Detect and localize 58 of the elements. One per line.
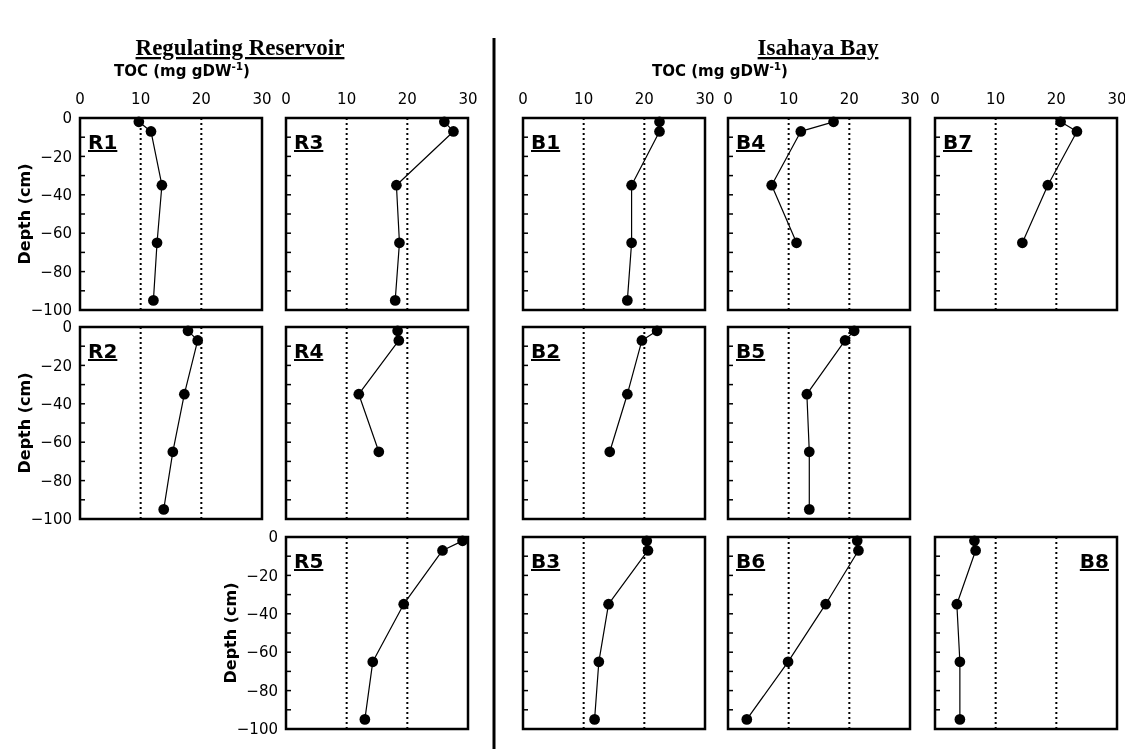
text: B7 — [943, 130, 973, 154]
x-tick-label: 0 — [518, 90, 528, 108]
x-tick-label: 30 — [1107, 90, 1125, 108]
text: B3 — [531, 549, 561, 573]
y-tick-label: −80 — [40, 262, 72, 281]
y-axis-title: Depth (cm) — [221, 582, 240, 684]
text: R5 — [294, 549, 324, 573]
y-tick-label: 0 — [268, 528, 278, 547]
x-tick-label: 10 — [986, 90, 1006, 108]
y-tick-label: −20 — [246, 566, 278, 585]
x-tick-label: 20 — [634, 90, 654, 108]
text: R2 — [88, 339, 118, 363]
text: B2 — [531, 339, 561, 363]
x-tick-label: 20 — [191, 90, 211, 108]
x-tick-label: 0 — [75, 90, 85, 108]
text: R4 — [294, 339, 324, 363]
text: B8 — [1079, 549, 1109, 573]
y-tick-label: −80 — [40, 471, 72, 490]
text: B5 — [736, 339, 766, 363]
text: B1 — [531, 130, 561, 154]
y-tick-label: −100 — [236, 720, 278, 739]
x-tick-label: 30 — [458, 90, 478, 108]
y-tick-label: 0 — [62, 318, 72, 337]
y-axis-title: Depth (cm) — [15, 372, 34, 474]
x-tick-label: 20 — [1046, 90, 1066, 108]
x-tick-label: 0 — [281, 90, 291, 108]
x-tick-label: 0 — [723, 90, 733, 108]
x-tick-label: 20 — [397, 90, 417, 108]
text: B6 — [736, 549, 766, 573]
x-tick-label: 10 — [337, 90, 357, 108]
y-tick-label: 0 — [62, 109, 72, 128]
y-tick-label: −60 — [246, 643, 278, 662]
text: R1 — [88, 130, 118, 154]
y-tick-label: −40 — [40, 395, 72, 414]
y-tick-label: −100 — [30, 301, 72, 320]
y-tick-label: −40 — [246, 605, 278, 624]
x-tick-label: 30 — [252, 90, 272, 108]
y-tick-label: −80 — [246, 681, 278, 700]
x-tick-label: 10 — [779, 90, 799, 108]
text: B4 — [736, 130, 766, 154]
x-tick-label: 20 — [839, 90, 859, 108]
y-tick-label: −40 — [40, 186, 72, 205]
chart-subtitle: Isahaya Bay — [757, 35, 879, 60]
chart-subtitle: Regulating Reservoir — [135, 35, 345, 60]
x-tick-label: 30 — [900, 90, 920, 108]
x-tick-label: 10 — [574, 90, 594, 108]
y-tick-label: −20 — [40, 356, 72, 375]
x-tick-label: 0 — [930, 90, 940, 108]
y-tick-label: −60 — [40, 224, 72, 243]
x-tick-label: 30 — [695, 90, 715, 108]
x-axis-title: TOC (mg gDW$^{-1}$) — [652, 60, 788, 80]
y-axis-title: Depth (cm) — [15, 163, 34, 265]
x-axis-title: TOC (mg gDW$^{-1}$) — [114, 60, 250, 80]
y-tick-label: −100 — [30, 510, 72, 529]
y-tick-label: −20 — [40, 147, 72, 166]
text: R3 — [294, 130, 324, 154]
y-tick-label: −60 — [40, 433, 72, 452]
x-tick-label: 10 — [131, 90, 151, 108]
